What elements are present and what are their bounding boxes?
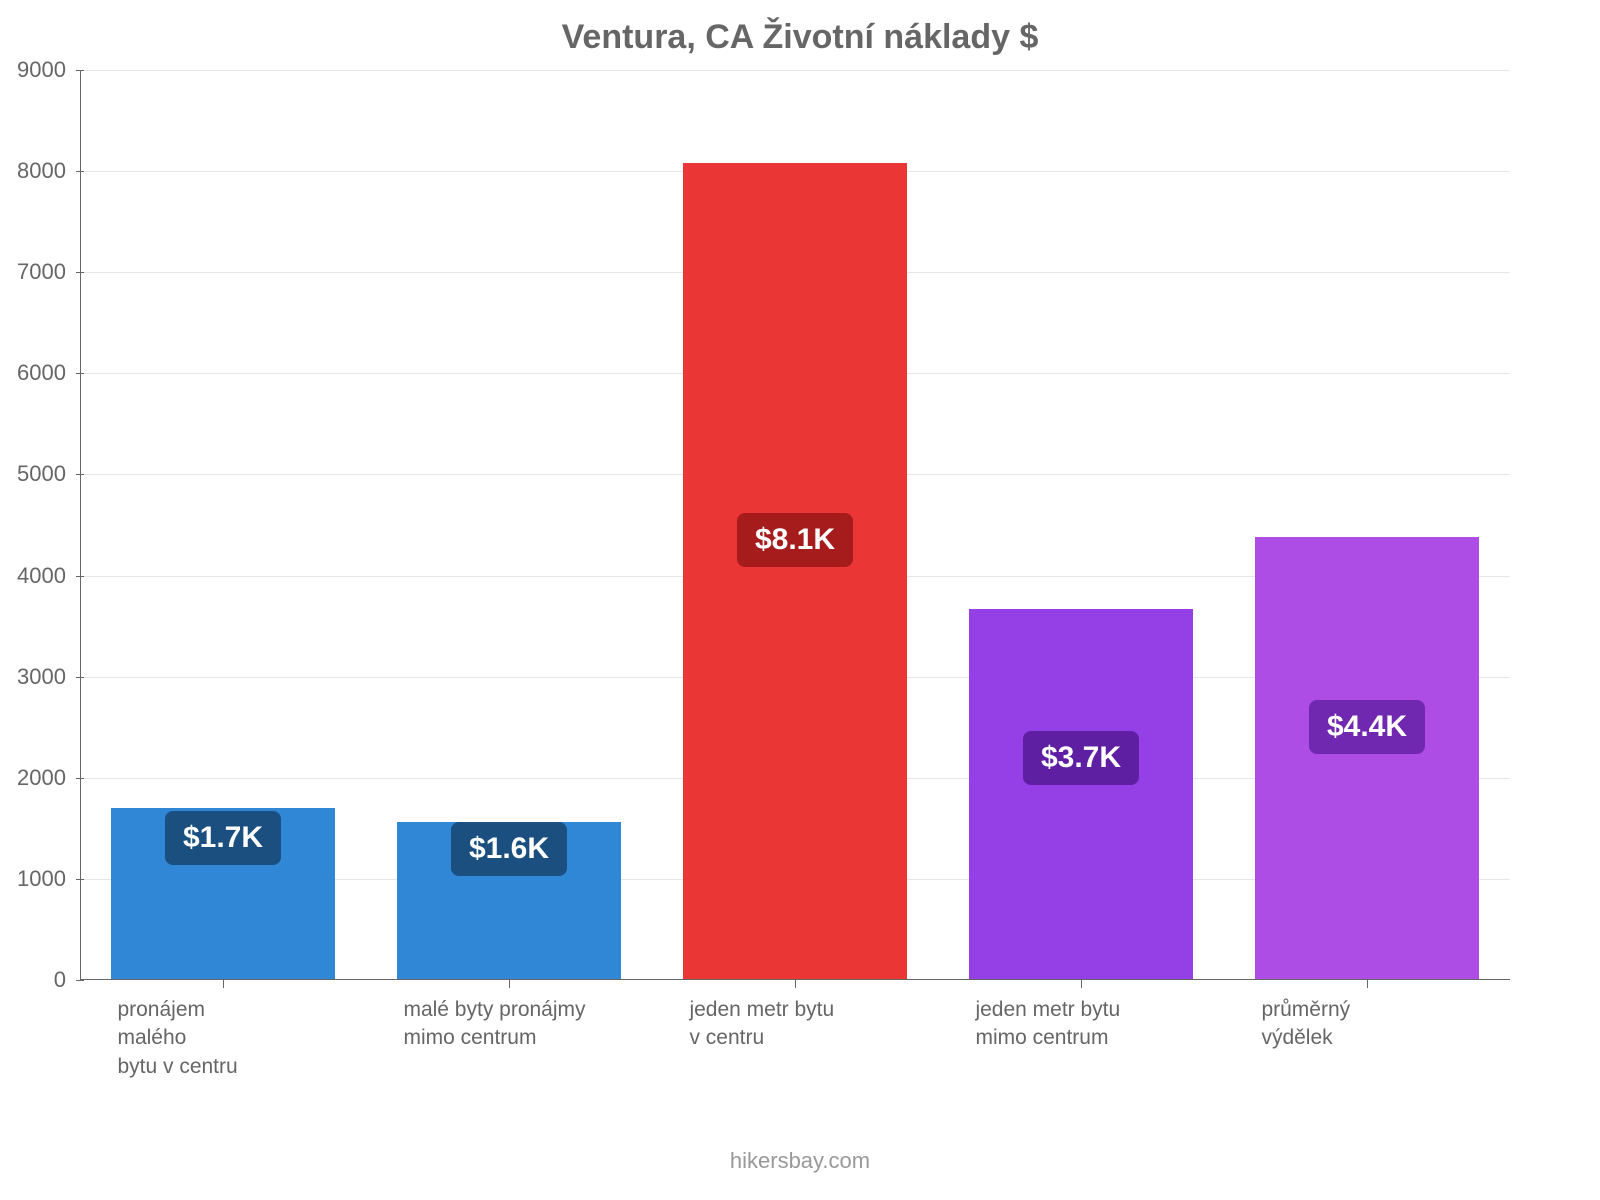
x-tick [223, 980, 224, 988]
y-tick-label: 5000 [17, 461, 80, 487]
chart-title: Ventura, CA Životní náklady $ [0, 18, 1600, 57]
chart-container: Ventura, CA Životní náklady $ 0100020003… [0, 0, 1600, 1200]
y-tick-label: 6000 [17, 360, 80, 386]
bar-value-label: $1.7K [165, 811, 281, 865]
y-tick-label: 3000 [17, 664, 80, 690]
x-tick-label: pronájemmaléhobytu v centru [117, 996, 317, 1081]
attribution: hikersbay.com [0, 1148, 1600, 1174]
y-tick-label: 0 [54, 967, 80, 993]
bar-value-label: $8.1K [737, 513, 853, 567]
bar [969, 609, 1192, 980]
x-axis [80, 979, 1510, 980]
x-tick-label: průměrnývýdělek [1261, 996, 1461, 1053]
bar-value-label: $4.4K [1309, 700, 1425, 754]
x-tick [795, 980, 796, 988]
x-tick [509, 980, 510, 988]
bar-value-label: $3.7K [1023, 731, 1139, 785]
x-tick [1081, 980, 1082, 988]
gridline [80, 70, 1510, 71]
y-tick-label: 9000 [17, 57, 80, 83]
x-tick-label: malé byty pronájmymimo centrum [403, 996, 603, 1053]
x-tick-label: jeden metr bytumimo centrum [975, 996, 1175, 1053]
plot-area: 0100020003000400050006000700080009000$1.… [80, 70, 1510, 980]
y-tick-label: 2000 [17, 765, 80, 791]
y-tick-label: 1000 [17, 866, 80, 892]
bar-value-label: $1.6K [451, 822, 567, 876]
y-axis [80, 70, 81, 980]
x-tick [1367, 980, 1368, 988]
bar [683, 163, 906, 980]
y-tick-label: 8000 [17, 158, 80, 184]
y-tick-label: 7000 [17, 259, 80, 285]
y-tick-label: 4000 [17, 563, 80, 589]
x-tick-label: jeden metr bytuv centru [689, 996, 889, 1053]
bar [1255, 537, 1478, 980]
